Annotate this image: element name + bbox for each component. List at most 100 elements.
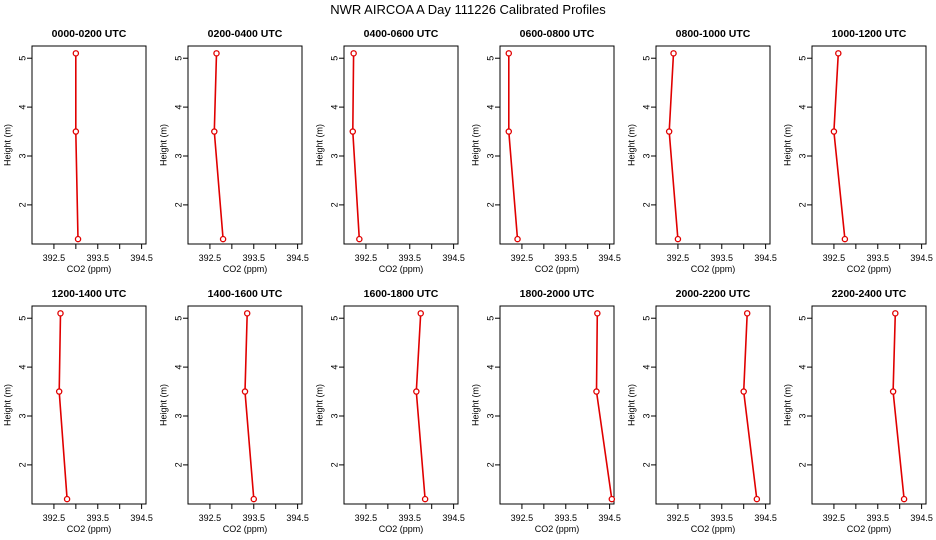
- profile-point: [674, 235, 682, 243]
- x-tick-label: 392.5: [43, 253, 66, 263]
- profile-point: [213, 50, 220, 57]
- profile-point: [594, 310, 601, 317]
- x-axis-label: CO2 (ppm): [691, 524, 736, 534]
- y-tick-label: 5: [641, 316, 651, 321]
- plot-frame: [343, 45, 459, 245]
- y-tick-label: 2: [173, 462, 183, 467]
- x-axis-label: CO2 (ppm): [691, 264, 736, 274]
- y-axis-label: Height (m): [782, 384, 792, 426]
- plot-frame: [655, 305, 771, 505]
- plot-frame: [31, 305, 147, 505]
- profile-line: [351, 53, 361, 240]
- profile-point: [670, 50, 677, 57]
- y-tick-label: 3: [797, 153, 807, 158]
- plot-frame: [499, 45, 615, 245]
- y-tick-label: 3: [797, 413, 807, 418]
- profile-point: [219, 235, 227, 243]
- plot-frame: [187, 305, 303, 505]
- x-tick-label: 392.5: [199, 253, 222, 263]
- profile-point: [753, 495, 761, 503]
- y-tick-label: 2: [797, 462, 807, 467]
- x-tick-label: 393.5: [399, 253, 422, 263]
- x-tick-label: 394.5: [130, 253, 153, 263]
- y-tick-label: 3: [329, 153, 339, 158]
- panel-title: 1400-1600 UTC: [208, 288, 283, 300]
- figure-title: NWR AIRCOA A Day 111226 Calibrated Profi…: [330, 2, 606, 17]
- y-tick-label: 5: [173, 316, 183, 321]
- x-tick-label: 394.5: [910, 253, 933, 263]
- y-tick-label: 3: [173, 413, 183, 418]
- x-tick-label: 392.5: [511, 513, 534, 523]
- x-tick-label: 392.5: [667, 253, 690, 263]
- profile-point: [608, 495, 616, 503]
- y-axis-label: Height (m): [470, 384, 480, 426]
- plot-frame: [187, 45, 303, 245]
- profile-point: [421, 495, 429, 503]
- y-tick-label: 4: [17, 105, 27, 110]
- y-tick-label: 3: [485, 153, 495, 158]
- panel-title: 2000-2200 UTC: [676, 288, 751, 300]
- x-axis-label: CO2 (ppm): [379, 524, 424, 534]
- x-axis-label: CO2 (ppm): [535, 264, 580, 274]
- y-tick-label: 4: [641, 365, 651, 370]
- panel-title: 0200-0400 UTC: [208, 28, 283, 40]
- y-tick-label: 3: [329, 413, 339, 418]
- y-tick-label: 4: [797, 365, 807, 370]
- profile-line: [892, 313, 905, 500]
- panel-title: 0400-0600 UTC: [364, 28, 439, 40]
- profile-line: [833, 53, 846, 240]
- profile-point: [57, 310, 64, 317]
- y-axis-label: Height (m): [2, 384, 12, 426]
- y-tick-label: 2: [485, 202, 495, 207]
- x-tick-label: 393.5: [555, 253, 578, 263]
- y-tick-label: 2: [17, 202, 27, 207]
- x-tick-label: 392.5: [355, 253, 378, 263]
- x-tick-label: 393.5: [711, 253, 734, 263]
- x-tick-label: 394.5: [910, 513, 933, 523]
- panel-title: 2200-2400 UTC: [832, 288, 907, 300]
- x-tick-label: 392.5: [823, 513, 846, 523]
- y-tick-label: 4: [797, 105, 807, 110]
- y-axis-label: Height (m): [158, 384, 168, 426]
- y-tick-label: 2: [485, 462, 495, 467]
- y-tick-label: 4: [485, 105, 495, 110]
- x-tick-label: 392.5: [823, 253, 846, 263]
- x-axis-label: CO2 (ppm): [223, 264, 268, 274]
- profile-point: [55, 388, 63, 395]
- profile-point: [740, 388, 747, 395]
- profile-line: [595, 313, 613, 500]
- y-tick-label: 3: [17, 413, 27, 418]
- x-tick-label: 394.5: [286, 253, 309, 263]
- x-tick-label: 392.5: [199, 513, 222, 523]
- profile-line: [244, 313, 255, 500]
- panel-title: 1000-1200 UTC: [832, 28, 907, 40]
- x-axis-label: CO2 (ppm): [379, 264, 424, 274]
- x-axis-label: CO2 (ppm): [847, 264, 892, 274]
- y-axis-label: Height (m): [470, 124, 480, 166]
- profile-point: [63, 495, 71, 503]
- y-tick-label: 4: [329, 105, 339, 110]
- profile-line: [668, 53, 679, 240]
- profile-point: [241, 388, 249, 395]
- y-tick-label: 4: [173, 105, 183, 110]
- y-tick-label: 4: [173, 365, 183, 370]
- profile-point: [889, 388, 897, 395]
- profile-point: [665, 128, 673, 135]
- y-tick-label: 5: [329, 56, 339, 61]
- y-tick-label: 5: [485, 316, 495, 321]
- y-tick-label: 2: [641, 202, 651, 207]
- x-tick-label: 394.5: [598, 253, 621, 263]
- x-tick-label: 393.5: [87, 513, 110, 523]
- y-tick-label: 3: [641, 413, 651, 418]
- x-tick-label: 393.5: [867, 253, 890, 263]
- profile-point: [830, 128, 838, 135]
- y-axis-label: Height (m): [314, 124, 324, 166]
- x-axis-label: CO2 (ppm): [223, 524, 268, 534]
- y-tick-label: 2: [173, 202, 183, 207]
- profile-point: [349, 128, 357, 135]
- panel-title: 0000-0200 UTC: [52, 28, 127, 40]
- profile-line: [507, 53, 519, 240]
- plot-frame: [811, 45, 927, 245]
- y-tick-label: 5: [173, 56, 183, 61]
- plot-frame: [343, 305, 459, 505]
